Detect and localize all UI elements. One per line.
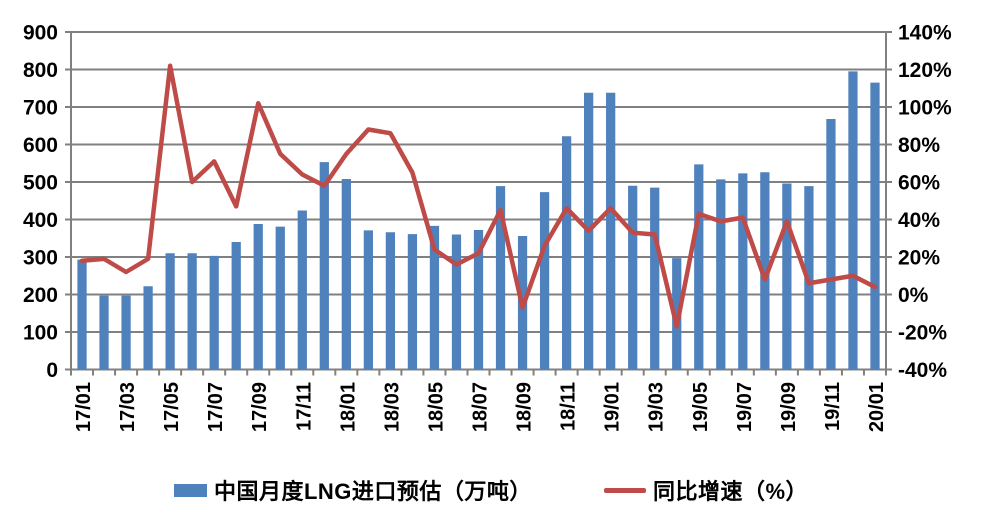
right-axis-tick-label: 20% xyxy=(898,247,940,270)
x-axis-tick-label: 18/05 xyxy=(425,382,447,432)
x-axis-tick-label: 19/11 xyxy=(822,382,844,431)
x-axis-tick-label: 20/01 xyxy=(866,382,888,432)
left-axis-tick-label: 500 xyxy=(23,172,58,195)
right-axis-tick-label: -20% xyxy=(898,322,947,345)
right-axis-tick-label: -40% xyxy=(898,359,947,382)
legend-bar-label: 中国月度LNG进口预估（万吨） xyxy=(213,479,532,504)
bar xyxy=(539,192,550,370)
right-axis-tick-label: 140% xyxy=(898,22,952,45)
x-axis-tick-label: 17/03 xyxy=(117,382,139,432)
bar xyxy=(650,187,660,370)
bar xyxy=(363,230,373,370)
x-axis-tick-label: 17/09 xyxy=(249,382,271,432)
x-axis-tick-label: 18/03 xyxy=(381,382,403,432)
x-axis-tick-label: 18/07 xyxy=(470,382,492,432)
left-axis-tick-label: 100 xyxy=(23,322,58,345)
left-axis-tick-label: 400 xyxy=(23,209,58,232)
bar xyxy=(275,226,285,370)
x-axis-tick-label: 17/01 xyxy=(73,382,95,432)
x-axis-tick-label: 18/09 xyxy=(514,382,536,432)
bar xyxy=(341,179,351,370)
line-series-swatch-icon xyxy=(603,487,646,493)
bar-series-swatch-icon xyxy=(173,483,207,497)
x-axis-tick-label: 17/05 xyxy=(161,382,183,432)
x-axis-tick-label: 18/11 xyxy=(558,382,580,431)
right-axis-tick-label: 40% xyxy=(898,209,940,232)
right-axis-tick-label: 120% xyxy=(898,59,952,82)
bar xyxy=(297,210,307,370)
bar xyxy=(385,232,396,370)
bar xyxy=(672,258,682,370)
bar xyxy=(826,119,836,370)
bar xyxy=(870,82,880,370)
bar xyxy=(738,173,748,370)
left-axis-tick-label: 300 xyxy=(23,247,58,270)
bar xyxy=(187,253,197,370)
left-axis-tick-label: 600 xyxy=(23,134,58,157)
bar xyxy=(319,162,329,370)
bar xyxy=(473,230,484,370)
bar xyxy=(760,172,770,370)
bar xyxy=(143,286,153,370)
x-axis-tick-label: 17/11 xyxy=(293,382,315,431)
bar xyxy=(782,183,792,370)
growth-line xyxy=(79,63,878,329)
bar xyxy=(495,186,506,370)
legend-item-line-series: 同比增速（%） xyxy=(603,474,808,506)
bar xyxy=(716,179,726,370)
bar xyxy=(77,259,87,370)
bar xyxy=(231,242,241,370)
x-axis-tick-label: 17/07 xyxy=(205,382,227,432)
bar xyxy=(121,295,131,370)
bar xyxy=(848,71,858,370)
right-axis-tick-label: 100% xyxy=(898,97,952,120)
x-axis-tick-label: 19/01 xyxy=(602,382,624,432)
left-axis-tick-label: 200 xyxy=(23,284,58,307)
bar xyxy=(451,234,462,370)
x-axis-tick-label: 18/01 xyxy=(337,382,359,432)
bar xyxy=(694,164,704,370)
bar xyxy=(209,255,219,370)
legend-item-bar-series: 中国月度LNG进口预估（万吨） xyxy=(173,474,532,506)
right-axis-tick-label: 80% xyxy=(898,134,940,157)
x-axis-tick-label: 19/07 xyxy=(734,382,756,432)
left-axis-tick-label: 0 xyxy=(46,359,58,382)
bar xyxy=(165,253,175,370)
x-axis-tick-label: 19/05 xyxy=(690,382,712,432)
bar xyxy=(99,295,109,370)
bar xyxy=(561,136,572,370)
bar xyxy=(407,234,418,370)
right-axis-tick-label: 0% xyxy=(898,284,929,307)
left-axis-tick-label: 700 xyxy=(23,97,58,120)
left-axis-tick-label: 800 xyxy=(23,59,58,82)
legend: 中国月度LNG进口预估（万吨） 同比增速（%） xyxy=(0,474,982,506)
x-axis-tick-label: 19/09 xyxy=(778,382,800,432)
bar xyxy=(628,185,638,370)
bar xyxy=(253,224,263,370)
legend-line-label: 同比增速（%） xyxy=(652,479,808,504)
right-axis-tick-label: 60% xyxy=(898,172,940,195)
x-axis-tick-label: 19/03 xyxy=(646,382,668,432)
bar xyxy=(606,92,616,370)
left-axis-tick-label: 900 xyxy=(23,22,58,45)
bar xyxy=(429,225,440,370)
